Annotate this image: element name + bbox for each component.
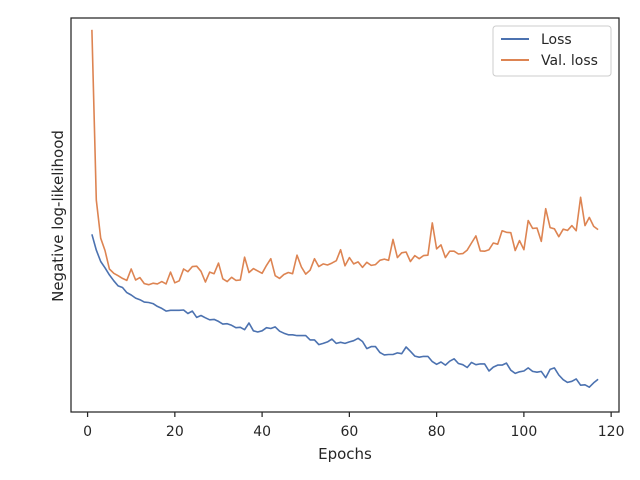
x-tick-label: 20 — [166, 424, 184, 440]
plot-frame — [70, 17, 620, 413]
x-axis-label: Epochs — [318, 445, 372, 463]
plot-background — [71, 18, 619, 412]
legend-label-val-loss: Val. loss — [541, 53, 598, 69]
legend: Loss Val. loss — [492, 25, 612, 77]
series-line-loss — [91, 234, 599, 388]
x-tick-label: 0 — [83, 424, 92, 440]
series-layer — [91, 29, 599, 388]
y-axis-label: Negative log-likelihood — [49, 130, 67, 302]
x-tick-label: 40 — [253, 424, 271, 440]
x-axis-ticks: 0 20 40 60 80 100 120 — [83, 412, 625, 440]
x-tick-label: 120 — [598, 424, 625, 440]
legend-label-loss: Loss — [541, 32, 572, 48]
x-tick-label: 80 — [428, 424, 446, 440]
x-tick-label: 100 — [511, 424, 538, 440]
series-line-val-loss — [91, 29, 599, 286]
x-tick-label: 60 — [340, 424, 358, 440]
